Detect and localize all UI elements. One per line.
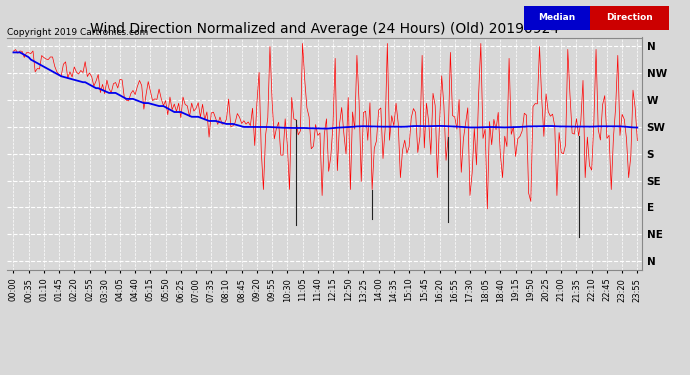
Text: Copyright 2019 Cartronics.com: Copyright 2019 Cartronics.com: [7, 28, 148, 37]
Title: Wind Direction Normalized and Average (24 Hours) (Old) 20190924: Wind Direction Normalized and Average (2…: [90, 22, 559, 36]
Text: Direction: Direction: [607, 13, 653, 22]
Text: Median: Median: [539, 13, 575, 22]
